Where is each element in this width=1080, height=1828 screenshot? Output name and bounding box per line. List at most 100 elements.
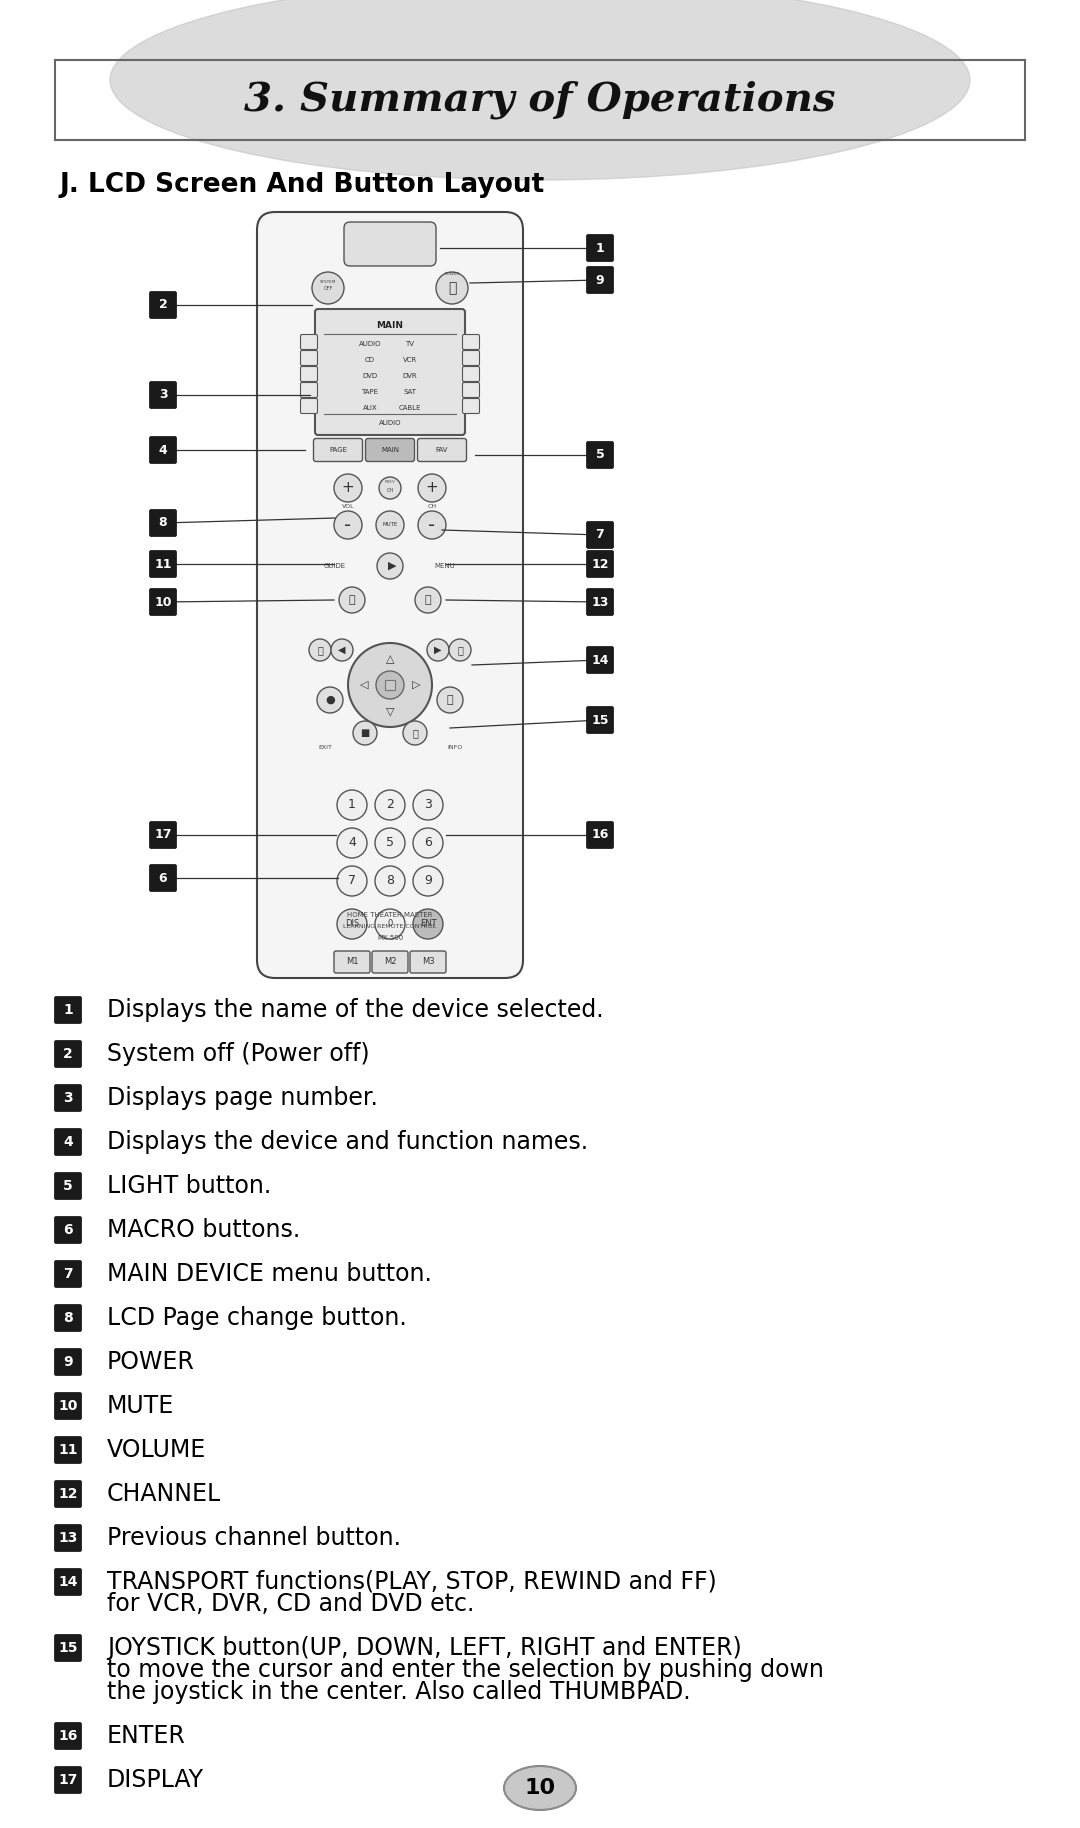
Circle shape — [375, 909, 405, 940]
Text: ENTER: ENTER — [107, 1724, 186, 1748]
Text: 7: 7 — [348, 874, 356, 888]
Text: ⏸: ⏸ — [447, 695, 454, 706]
Text: MAIN DEVICE menu button.: MAIN DEVICE menu button. — [107, 1261, 432, 1287]
Text: 5: 5 — [63, 1179, 72, 1194]
FancyBboxPatch shape — [54, 1393, 82, 1420]
Text: 2: 2 — [63, 1047, 72, 1060]
Text: MAIN: MAIN — [377, 322, 404, 331]
Text: 9: 9 — [64, 1355, 72, 1369]
Circle shape — [413, 828, 443, 857]
Text: SYSTEM: SYSTEM — [320, 280, 336, 283]
FancyBboxPatch shape — [54, 1040, 82, 1068]
Text: 6: 6 — [159, 872, 167, 885]
Text: 2: 2 — [159, 298, 167, 311]
FancyBboxPatch shape — [334, 951, 370, 972]
FancyBboxPatch shape — [586, 267, 613, 294]
FancyBboxPatch shape — [54, 1722, 82, 1749]
Text: M1: M1 — [346, 958, 359, 967]
Text: DVD: DVD — [363, 373, 378, 378]
FancyBboxPatch shape — [586, 441, 613, 470]
Text: DVR: DVR — [403, 373, 417, 378]
FancyBboxPatch shape — [586, 521, 613, 548]
Text: △: △ — [386, 654, 394, 664]
Text: 12: 12 — [58, 1486, 78, 1501]
Circle shape — [353, 720, 377, 746]
FancyBboxPatch shape — [54, 1525, 82, 1552]
FancyBboxPatch shape — [365, 439, 415, 461]
Circle shape — [375, 828, 405, 857]
Text: CD: CD — [365, 356, 375, 364]
Text: EXIT: EXIT — [319, 746, 332, 749]
Text: 17: 17 — [58, 1773, 78, 1788]
FancyBboxPatch shape — [149, 865, 177, 892]
Text: 6: 6 — [64, 1223, 72, 1238]
FancyBboxPatch shape — [586, 550, 613, 578]
Text: ⏭: ⏭ — [424, 594, 431, 605]
Text: ⏸: ⏸ — [413, 728, 418, 739]
Text: 8: 8 — [386, 874, 394, 888]
Text: ▽: ▽ — [386, 706, 394, 717]
FancyBboxPatch shape — [372, 951, 408, 972]
Text: Displays the name of the device selected.: Displays the name of the device selected… — [107, 998, 604, 1022]
Circle shape — [449, 640, 471, 662]
Text: CHANNEL: CHANNEL — [107, 1483, 221, 1506]
FancyBboxPatch shape — [149, 437, 177, 464]
Text: J. LCD Screen And Button Layout: J. LCD Screen And Button Layout — [60, 172, 545, 197]
Text: 5: 5 — [386, 837, 394, 850]
Text: 6: 6 — [424, 837, 432, 850]
FancyBboxPatch shape — [149, 589, 177, 616]
Text: CH: CH — [387, 488, 393, 492]
Text: MX-500: MX-500 — [377, 934, 403, 941]
Text: ⏭: ⏭ — [457, 645, 463, 654]
Ellipse shape — [504, 1766, 576, 1810]
Text: 3: 3 — [424, 799, 432, 812]
Text: JOYSTICK button(UP, DOWN, LEFT, RIGHT and ENTER): JOYSTICK button(UP, DOWN, LEFT, RIGHT an… — [107, 1636, 742, 1660]
Circle shape — [377, 554, 403, 579]
Text: 4: 4 — [348, 837, 356, 850]
Text: 17: 17 — [154, 828, 172, 841]
FancyBboxPatch shape — [54, 1084, 82, 1111]
Text: 3. Summary of Operations: 3. Summary of Operations — [244, 80, 836, 119]
Circle shape — [413, 909, 443, 940]
Text: 15: 15 — [58, 1642, 78, 1654]
Text: +: + — [426, 481, 438, 495]
Circle shape — [376, 512, 404, 539]
Text: POWER: POWER — [107, 1351, 194, 1375]
Text: AUDIO: AUDIO — [379, 420, 402, 426]
Circle shape — [437, 687, 463, 713]
Text: LIGHT button.: LIGHT button. — [107, 1174, 271, 1197]
FancyBboxPatch shape — [54, 1481, 82, 1508]
Text: SAT: SAT — [404, 389, 417, 395]
Text: 4: 4 — [63, 1135, 72, 1150]
Circle shape — [375, 790, 405, 821]
Circle shape — [339, 587, 365, 612]
FancyBboxPatch shape — [586, 706, 613, 733]
Text: 12: 12 — [591, 558, 609, 570]
Text: 15: 15 — [591, 713, 609, 726]
Text: LCD Page change button.: LCD Page change button. — [107, 1305, 407, 1331]
Text: 3: 3 — [159, 389, 167, 402]
FancyBboxPatch shape — [54, 1303, 82, 1333]
FancyBboxPatch shape — [300, 382, 318, 397]
Text: 2: 2 — [386, 799, 394, 812]
Circle shape — [337, 866, 367, 896]
FancyBboxPatch shape — [586, 234, 613, 261]
Circle shape — [334, 473, 362, 503]
Text: PREV: PREV — [384, 481, 395, 484]
Circle shape — [318, 687, 343, 713]
FancyBboxPatch shape — [54, 1437, 82, 1464]
Circle shape — [418, 473, 446, 503]
Text: for VCR, DVR, CD and DVD etc.: for VCR, DVR, CD and DVD etc. — [107, 1592, 474, 1616]
FancyBboxPatch shape — [586, 645, 613, 675]
Text: 11: 11 — [154, 558, 172, 570]
Text: MENU: MENU — [434, 563, 456, 569]
Circle shape — [418, 512, 446, 539]
Text: +: + — [341, 481, 354, 495]
Text: LEARNING REMOTE CONTROL: LEARNING REMOTE CONTROL — [343, 925, 436, 929]
Text: ENT: ENT — [420, 919, 436, 929]
Text: CH: CH — [428, 505, 436, 508]
Text: M2: M2 — [383, 958, 396, 967]
Text: 7: 7 — [64, 1267, 72, 1281]
Text: VOLUME: VOLUME — [107, 1439, 206, 1462]
Circle shape — [337, 909, 367, 940]
